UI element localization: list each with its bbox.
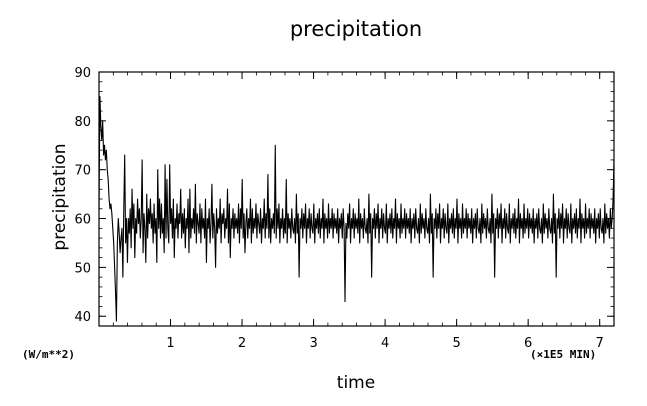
y-axis-label: precipitation (50, 143, 70, 250)
x-unit-label: (×1E5 MIN) (530, 348, 596, 361)
x-tick-label: 7 (596, 336, 604, 351)
x-tick-label: 2 (238, 336, 246, 351)
x-tick-label: 6 (524, 336, 532, 351)
ticks: 40 50 60 70 80 90 1 2 3 4 5 6 7 (74, 66, 614, 351)
y-tick-label: 40 (74, 310, 91, 325)
x-tick-label: 3 (309, 336, 317, 351)
x-tick-label: 4 (381, 336, 389, 351)
y-tick-label: 90 (74, 66, 91, 81)
y-tick-label: 70 (74, 164, 91, 179)
x-axis-label: time (337, 373, 375, 393)
chart-title: precipitation (290, 17, 422, 41)
series-group (98, 95, 615, 322)
plot-frame (98, 71, 615, 327)
series-line-0 (98, 95, 615, 322)
y-tick-label: 50 (74, 261, 91, 276)
y-tick-label: 80 (74, 115, 91, 130)
y-unit-label: (W/m**2) (22, 348, 75, 361)
x-tick-label: 1 (166, 336, 174, 351)
x-tick-label: 5 (452, 336, 460, 351)
y-tick-label: 60 (74, 213, 91, 228)
